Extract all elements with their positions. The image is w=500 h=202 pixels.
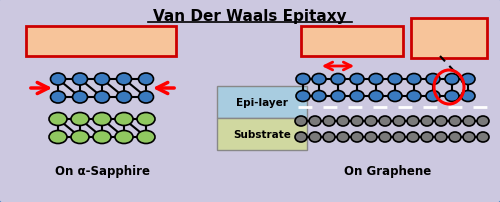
- Ellipse shape: [296, 91, 310, 102]
- Ellipse shape: [137, 131, 155, 144]
- Ellipse shape: [388, 74, 402, 85]
- Text: No Covalent
Bonds: No Covalent Bonds: [413, 27, 484, 48]
- Ellipse shape: [388, 91, 402, 102]
- Ellipse shape: [407, 74, 421, 85]
- Ellipse shape: [369, 91, 383, 102]
- Ellipse shape: [445, 74, 459, 85]
- Text: Epi-layer: Epi-layer: [236, 98, 288, 107]
- Ellipse shape: [351, 132, 363, 142]
- Ellipse shape: [72, 74, 88, 86]
- Ellipse shape: [337, 116, 349, 126]
- Ellipse shape: [407, 116, 419, 126]
- Ellipse shape: [407, 91, 421, 102]
- Ellipse shape: [379, 116, 391, 126]
- Ellipse shape: [71, 113, 89, 126]
- Ellipse shape: [365, 132, 377, 142]
- Ellipse shape: [309, 132, 321, 142]
- Ellipse shape: [50, 74, 66, 86]
- Ellipse shape: [393, 132, 405, 142]
- Text: Stress free: Stress free: [314, 35, 390, 48]
- Ellipse shape: [138, 74, 154, 86]
- Ellipse shape: [323, 116, 335, 126]
- Ellipse shape: [393, 116, 405, 126]
- Ellipse shape: [337, 132, 349, 142]
- Ellipse shape: [350, 74, 364, 85]
- Ellipse shape: [477, 116, 489, 126]
- Ellipse shape: [116, 74, 132, 86]
- Ellipse shape: [421, 116, 433, 126]
- Ellipse shape: [331, 91, 345, 102]
- Ellipse shape: [435, 132, 447, 142]
- Ellipse shape: [50, 92, 66, 103]
- Ellipse shape: [449, 116, 461, 126]
- Text: Van Der Waals Epitaxy: Van Der Waals Epitaxy: [153, 9, 347, 24]
- Ellipse shape: [379, 132, 391, 142]
- Ellipse shape: [350, 91, 364, 102]
- Ellipse shape: [115, 131, 133, 144]
- FancyBboxPatch shape: [217, 87, 307, 118]
- Ellipse shape: [72, 92, 88, 103]
- Ellipse shape: [331, 74, 345, 85]
- FancyBboxPatch shape: [217, 118, 307, 150]
- Ellipse shape: [463, 116, 475, 126]
- Text: On Graphene: On Graphene: [344, 165, 432, 178]
- Ellipse shape: [323, 132, 335, 142]
- Ellipse shape: [369, 74, 383, 85]
- FancyBboxPatch shape: [26, 27, 176, 57]
- FancyBboxPatch shape: [301, 27, 403, 57]
- Ellipse shape: [94, 92, 110, 103]
- Ellipse shape: [426, 74, 440, 85]
- Ellipse shape: [461, 74, 475, 85]
- Ellipse shape: [351, 116, 363, 126]
- Ellipse shape: [296, 74, 310, 85]
- Ellipse shape: [461, 91, 475, 102]
- Ellipse shape: [426, 91, 440, 102]
- Ellipse shape: [295, 132, 307, 142]
- Ellipse shape: [435, 116, 447, 126]
- Ellipse shape: [138, 92, 154, 103]
- Text: Substrate: Substrate: [233, 129, 291, 139]
- Ellipse shape: [312, 91, 326, 102]
- FancyBboxPatch shape: [411, 19, 487, 59]
- Ellipse shape: [477, 132, 489, 142]
- Text: On α-Sapphire: On α-Sapphire: [54, 165, 150, 178]
- Ellipse shape: [49, 113, 67, 126]
- Ellipse shape: [49, 131, 67, 144]
- Ellipse shape: [312, 74, 326, 85]
- Ellipse shape: [295, 116, 307, 126]
- Ellipse shape: [463, 132, 475, 142]
- Ellipse shape: [115, 113, 133, 126]
- Ellipse shape: [93, 113, 111, 126]
- Ellipse shape: [94, 74, 110, 86]
- Ellipse shape: [71, 131, 89, 144]
- Ellipse shape: [365, 116, 377, 126]
- Ellipse shape: [449, 132, 461, 142]
- Ellipse shape: [309, 116, 321, 126]
- Ellipse shape: [407, 132, 419, 142]
- Text: Interfacial Stress: Interfacial Stress: [40, 35, 162, 48]
- Ellipse shape: [137, 113, 155, 126]
- Ellipse shape: [93, 131, 111, 144]
- Ellipse shape: [116, 92, 132, 103]
- Ellipse shape: [445, 91, 459, 102]
- Ellipse shape: [421, 132, 433, 142]
